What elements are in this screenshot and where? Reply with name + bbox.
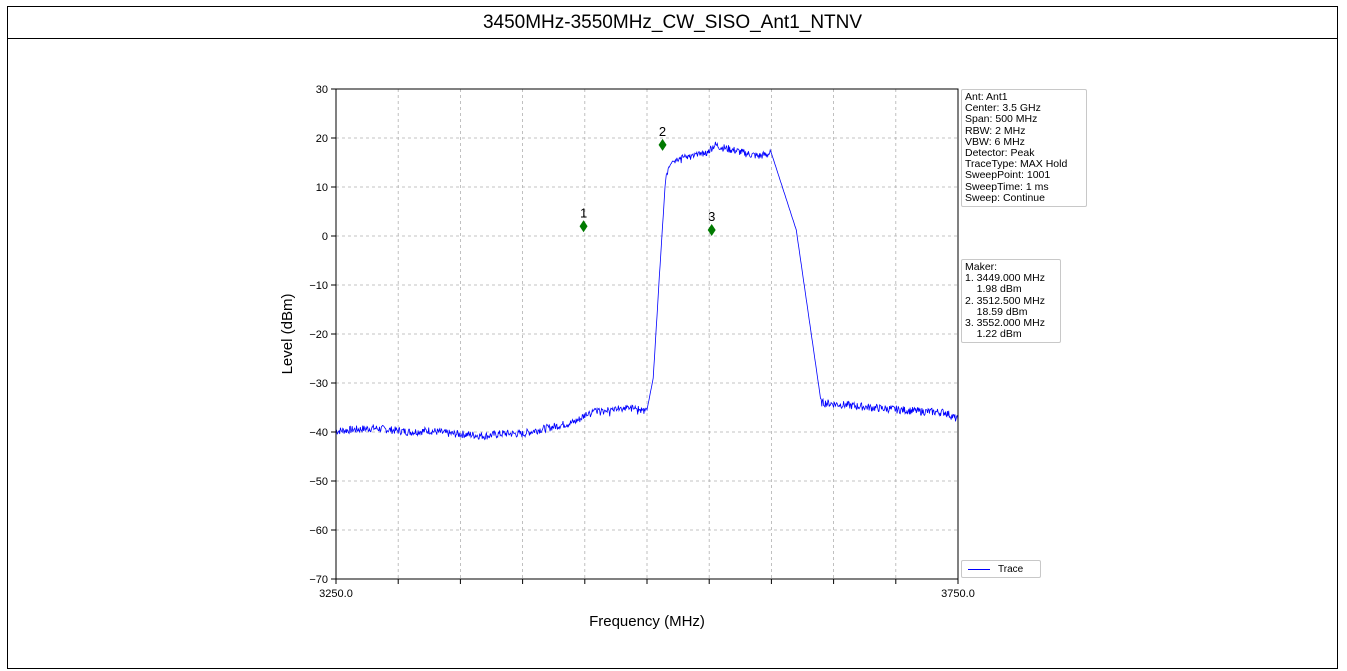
y-tick-label: −30: [309, 378, 328, 390]
plot-frame: [335, 88, 959, 580]
x-tick-label: 3750.0: [941, 588, 975, 600]
marker-label: 3: [708, 209, 715, 224]
y-tick-label: −10: [309, 280, 328, 292]
marker-readout-line: 18.59 dBm: [965, 305, 1028, 318]
marker-readout-line: 1.22 dBm: [965, 328, 1022, 341]
settings-line: RBW: 2 MHz: [965, 124, 1026, 137]
x-axis-label: Frequency (MHz): [589, 613, 705, 630]
x-tick-label: 3250.0: [319, 588, 353, 600]
page-title: 3450MHz-3550MHz_CW_SISO_Ant1_NTNV: [8, 7, 1337, 39]
marker-readout-line: 1. 3449.000 MHz: [965, 272, 1045, 285]
settings-line: Detector: Peak: [965, 147, 1035, 160]
marker-label: 2: [659, 124, 666, 139]
y-tick-label: −20: [309, 329, 328, 341]
y-tick-label: 0: [322, 231, 328, 243]
y-tick-label: 30: [316, 84, 328, 96]
chart-legend: Trace: [961, 560, 1041, 578]
analyzer-settings-box: Ant: Ant1 Center: 3.5 GHz Span: 500 MHz RBW…: [961, 89, 1087, 208]
report-frame: 3450MHz-3550MHz_CW_SISO_Ant1_NTNV: [7, 6, 1338, 669]
settings-line: SweepTime: 1 ms: [965, 180, 1049, 193]
legend-line-swatch: [968, 568, 990, 570]
y-tick-label: −60: [309, 525, 328, 537]
y-tick-label: 10: [316, 182, 328, 194]
y-tick-label: −70: [309, 574, 328, 586]
settings-line: SweepPoint: 1001: [965, 169, 1051, 182]
y-axis-label: Level (dBm): [279, 294, 296, 375]
trace-line: [335, 141, 959, 441]
settings-line: TraceType: MAX Hold: [965, 158, 1068, 171]
settings-line: Ant: Ant1: [965, 91, 1008, 103]
settings-line: VBW: 6 MHz: [965, 135, 1025, 148]
y-tick-label: 20: [316, 133, 328, 145]
marker-readout-line: Maker:: [965, 261, 998, 273]
y-tick-label: −40: [309, 427, 328, 439]
settings-line: Sweep: Continue: [965, 191, 1045, 204]
marker-diamond: [658, 138, 667, 151]
marker-readout-line: 1.98 dBm: [965, 283, 1022, 296]
marker-readout-box: Maker: 1. 3449.000 MHz 1.98 dBm 2. 3512.50…: [961, 259, 1061, 344]
settings-line: Center: 3.5 GHz: [965, 102, 1041, 115]
legend-label: Trace: [998, 563, 1024, 575]
marker-readout-line: 3. 3552.000 MHz: [965, 317, 1045, 330]
marker-label: 1: [580, 205, 587, 220]
marker-readout-line: 2. 3512.500 MHz: [965, 294, 1045, 307]
marker-diamond: [707, 224, 716, 237]
settings-line: Span: 500 MHz: [965, 113, 1038, 126]
marker-diamond: [579, 220, 588, 233]
y-tick-label: −50: [309, 476, 328, 488]
